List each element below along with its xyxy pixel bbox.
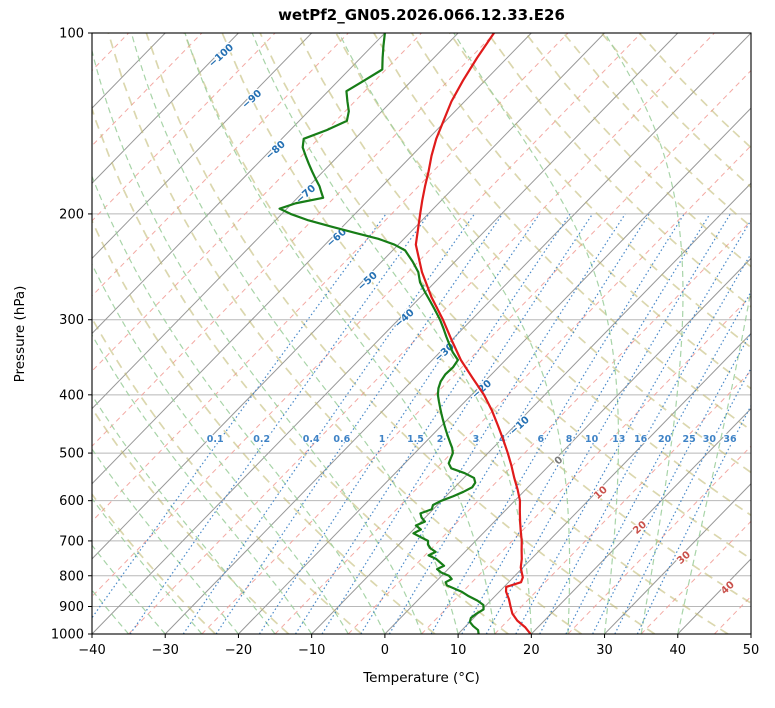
svg-text:40: 40 bbox=[670, 643, 687, 658]
svg-text:−40: −40 bbox=[78, 643, 105, 658]
svg-text:0.6: 0.6 bbox=[333, 434, 350, 445]
svg-text:20: 20 bbox=[631, 519, 649, 537]
svg-text:6: 6 bbox=[538, 434, 545, 445]
svg-text:1.5: 1.5 bbox=[407, 434, 424, 445]
svg-text:200: 200 bbox=[59, 207, 84, 222]
svg-text:600: 600 bbox=[59, 494, 84, 509]
chart-title: wetPf2_GN05.2026.066.12.33.E26 bbox=[278, 6, 565, 24]
svg-text:50: 50 bbox=[743, 643, 760, 658]
svg-text:−100: −100 bbox=[207, 42, 236, 70]
svg-text:16: 16 bbox=[634, 434, 648, 445]
svg-text:700: 700 bbox=[59, 534, 84, 549]
svg-text:1000: 1000 bbox=[51, 628, 84, 643]
svg-text:3: 3 bbox=[473, 434, 480, 445]
svg-text:20: 20 bbox=[658, 434, 672, 445]
svg-text:8: 8 bbox=[566, 434, 573, 445]
svg-text:30: 30 bbox=[675, 549, 693, 567]
svg-text:800: 800 bbox=[59, 569, 84, 584]
svg-text:−10: −10 bbox=[298, 643, 325, 658]
svg-text:2: 2 bbox=[437, 434, 444, 445]
svg-text:13: 13 bbox=[612, 434, 625, 445]
svg-text:0: 0 bbox=[553, 455, 566, 468]
svg-text:500: 500 bbox=[59, 447, 84, 462]
svg-text:−40: −40 bbox=[393, 307, 417, 330]
x-axis-label: Temperature (°C) bbox=[363, 670, 480, 686]
svg-text:−20: −20 bbox=[225, 643, 252, 658]
svg-text:10: 10 bbox=[450, 643, 467, 658]
svg-text:36: 36 bbox=[723, 434, 737, 445]
svg-text:−50: −50 bbox=[356, 270, 380, 293]
svg-text:300: 300 bbox=[59, 313, 84, 328]
svg-text:−30: −30 bbox=[152, 643, 179, 658]
svg-text:1: 1 bbox=[379, 434, 386, 445]
svg-text:0.2: 0.2 bbox=[253, 434, 270, 445]
svg-text:0: 0 bbox=[381, 643, 389, 658]
svg-text:0.4: 0.4 bbox=[303, 434, 320, 445]
svg-text:25: 25 bbox=[682, 434, 695, 445]
svg-text:100: 100 bbox=[59, 27, 84, 42]
svg-text:10: 10 bbox=[585, 434, 599, 445]
y-axis-label: Pressure (hPa) bbox=[12, 285, 28, 383]
svg-text:−90: −90 bbox=[240, 88, 264, 111]
svg-text:30: 30 bbox=[596, 643, 613, 658]
svg-text:900: 900 bbox=[59, 600, 84, 615]
svg-text:0.1: 0.1 bbox=[207, 434, 224, 445]
svg-text:30: 30 bbox=[703, 434, 717, 445]
svg-text:400: 400 bbox=[59, 388, 84, 403]
svg-text:40: 40 bbox=[719, 579, 737, 597]
svg-text:20: 20 bbox=[523, 643, 540, 658]
svg-text:10: 10 bbox=[592, 484, 610, 502]
